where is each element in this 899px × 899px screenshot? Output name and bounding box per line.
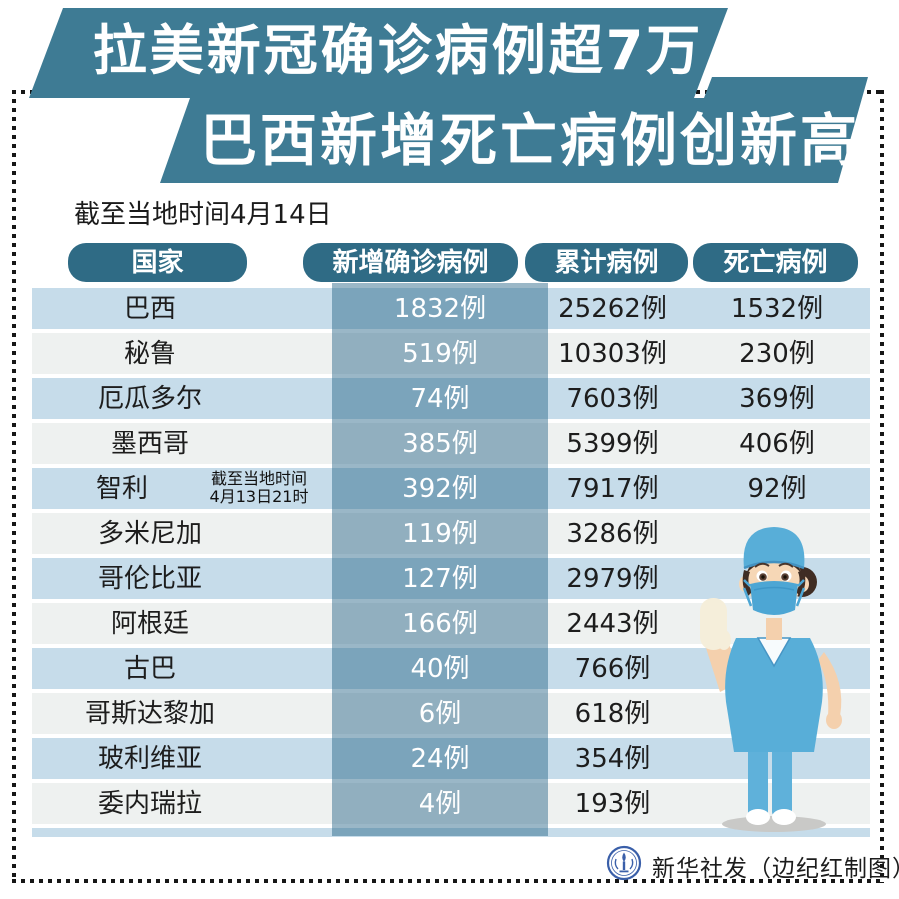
emblem-inner-ring — [611, 850, 637, 876]
table-bottom-strip — [32, 828, 870, 837]
chile-note-line1: 截至当地时间 — [210, 469, 307, 488]
total-cases-cell: 618例 — [574, 699, 651, 729]
column-header-deaths: 死亡病例 — [693, 243, 858, 282]
table-row: 玻利维亚 24例 354例 — [32, 738, 870, 779]
new-cases-cell: 127例 — [402, 564, 478, 594]
xinhua-logo-icon — [606, 845, 642, 881]
table-row: 巴西 1832例 25262例 1532例 — [32, 288, 870, 329]
credit-text: 新华社发（边纪红制图） — [652, 856, 899, 882]
nurse-left-pupil — [761, 575, 765, 579]
column-header-total-cases: 累计病例 — [525, 243, 688, 282]
table-row: 多米尼加 119例 3286例 — [32, 513, 870, 554]
nurse-mask-straps — [742, 579, 806, 607]
page-title-line2: 巴西新增死亡病例创新高 — [200, 108, 860, 174]
new-cases-cell: 166例 — [402, 609, 478, 639]
banner-shape-top — [29, 8, 728, 98]
total-cases-cell: 2443例 — [566, 609, 659, 639]
chile-note: 截至当地时间 4月13日21时 — [195, 470, 323, 506]
table-row: 智利 截至当地时间 4月13日21时 392例 7917例 92例 — [32, 468, 870, 509]
nurse-left-shoe — [746, 809, 770, 825]
total-cases-cell: 3286例 — [566, 519, 659, 549]
new-cases-cell: 6例 — [418, 699, 462, 729]
total-cases-cell: 193例 — [574, 789, 651, 819]
total-cases-cell: 5399例 — [566, 429, 659, 459]
new-cases-cell: 385例 — [402, 429, 478, 459]
country-cell: 哥斯达黎加 — [84, 699, 215, 729]
country-cell: 哥伦比亚 — [97, 564, 202, 594]
total-cases-cell: 10303例 — [558, 339, 667, 369]
total-cases-cell: 2979例 — [566, 564, 659, 594]
nurse-right-hand — [826, 711, 842, 729]
deaths-cell: 406例 — [739, 429, 815, 459]
page-title-line1: 拉美新冠确诊病例超7万 — [92, 19, 704, 82]
country-cell: 古巴 — [123, 654, 176, 684]
country-cell: 智利 — [95, 474, 148, 504]
chile-note-line2: 4月13日21时 — [209, 487, 309, 506]
nurse-cap-band — [743, 560, 805, 570]
nurse-left-leg — [748, 748, 768, 816]
total-cases-cell: 25262例 — [558, 294, 667, 324]
deaths-cell: 1532例 — [730, 294, 824, 324]
new-cases-cell: 40例 — [410, 654, 470, 684]
dotted-border-right — [880, 90, 884, 883]
total-cases-cell: 7917例 — [566, 474, 659, 504]
deaths-cell: 92例 — [747, 474, 807, 504]
dotted-border-left — [12, 90, 16, 883]
emblem-laurels — [614, 858, 634, 870]
nurse-right-shoe — [772, 809, 796, 825]
nurse-right-leg — [772, 748, 792, 816]
table-row: 委内瑞拉 4例 193例 — [32, 783, 870, 824]
nurse-mask-fold — [753, 586, 795, 591]
table-row: 墨西哥 385例 5399例 406例 — [32, 423, 870, 464]
new-cases-cell: 119例 — [402, 519, 478, 549]
deaths-cell: 369例 — [739, 384, 815, 414]
total-cases-cell: 354例 — [574, 744, 651, 774]
country-cell: 阿根廷 — [110, 609, 189, 639]
new-cases-highlight-band — [332, 283, 548, 836]
new-cases-cell: 74例 — [410, 384, 470, 414]
nurse-right-brow — [778, 562, 794, 568]
column-header-new-cases: 新增确诊病例 — [303, 243, 518, 282]
nurse-mask — [750, 581, 798, 615]
new-cases-cell: 4例 — [418, 789, 462, 819]
nurse-glove-thumb — [717, 630, 731, 650]
table-row: 哥伦比亚 127例 2979例 — [32, 558, 870, 599]
title-banner-ribbon — [29, 8, 868, 183]
nurse-neck — [766, 618, 782, 640]
nurse-cap — [743, 527, 805, 568]
total-cases-cell: 766例 — [574, 654, 651, 684]
new-cases-cell: 1832例 — [393, 294, 487, 324]
country-cell: 玻利维亚 — [97, 744, 202, 774]
nurse-scrub-top — [725, 638, 823, 752]
nurse-right-arm — [818, 652, 842, 718]
emblem-base — [619, 870, 629, 873]
country-cell: 墨西哥 — [110, 429, 189, 459]
new-cases-cell: 519例 — [402, 339, 478, 369]
country-cell: 巴西 — [123, 294, 176, 324]
emblem-pillar — [622, 861, 626, 870]
as-of-date-label: 截至当地时间4月14日 — [74, 200, 332, 230]
table-row: 秘鲁 519例 10303例 230例 — [32, 333, 870, 374]
new-cases-cell: 392例 — [402, 474, 478, 504]
country-cell: 委内瑞拉 — [97, 789, 202, 819]
banner-shape-bottom — [160, 77, 868, 183]
dotted-border-bottom — [12, 879, 884, 883]
column-header-country: 国家 — [68, 243, 247, 282]
country-cell: 多米尼加 — [97, 519, 202, 549]
deaths-cell: 230例 — [739, 339, 815, 369]
table-row: 厄瓜多尔 74例 7603例 369例 — [32, 378, 870, 419]
nurse-right-pupil — [783, 575, 787, 579]
country-cell: 秘鲁 — [123, 339, 176, 369]
country-cell: 厄瓜多尔 — [97, 384, 202, 414]
nurse-illustration — [700, 527, 842, 832]
total-cases-cell: 7603例 — [566, 384, 659, 414]
new-cases-cell: 24例 — [410, 744, 470, 774]
emblem-flame — [622, 852, 626, 862]
nurse-left-brow — [754, 562, 770, 568]
